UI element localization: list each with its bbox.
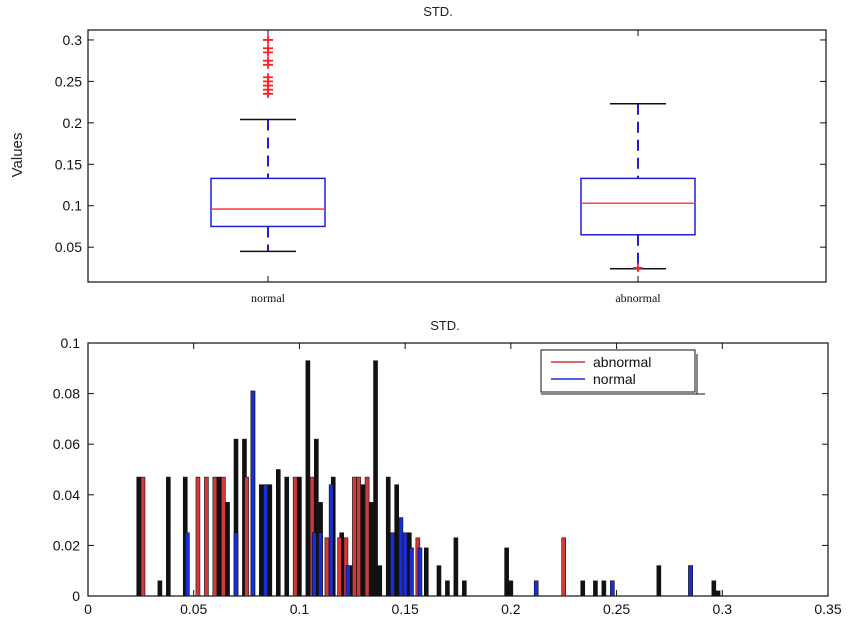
histogram-bar	[445, 580, 450, 597]
histogram-bar	[324, 537, 330, 597]
y-tick-label: 0.04	[53, 487, 80, 503]
boxplot-y-axis-label: Values	[9, 133, 26, 178]
box-normal	[210, 177, 326, 228]
x-tick-label: 0.35	[814, 601, 841, 617]
histogram-bar	[398, 517, 404, 597]
histogram-bar	[140, 476, 146, 597]
histogram-bar	[508, 580, 514, 597]
x-tick-label: 0.15	[392, 601, 419, 617]
box-abnormal	[580, 177, 696, 236]
category-label: normal	[251, 291, 286, 305]
histogram-bar	[364, 476, 370, 597]
y-tick-label: 0.1	[63, 198, 83, 214]
y-tick-label: 0.05	[55, 239, 82, 255]
histogram-bar	[244, 476, 249, 597]
histogram-bar	[601, 580, 607, 597]
histogram-bar	[610, 580, 615, 597]
y-tick-label: 0.02	[53, 537, 80, 553]
histogram-bar	[250, 390, 256, 597]
histogram-bar	[185, 532, 190, 597]
histogram-bar	[233, 532, 239, 597]
histogram-bar	[225, 502, 230, 597]
x-tick-label: 0.2	[501, 601, 521, 617]
histogram-bar	[409, 547, 414, 597]
y-tick-label: 0.15	[55, 156, 82, 172]
histogram-bar	[533, 580, 539, 597]
boxplot-chart: STD. Values 0.05 0.1 0.15 0.2 0.25 0.3 normal a…	[9, 4, 827, 305]
histogram-bar	[216, 476, 222, 597]
boxplot-title: STD.	[423, 4, 453, 19]
x-tick-label: 0.25	[603, 601, 630, 617]
legend-label-abnormal: abnormal	[593, 354, 651, 370]
histogram-bar	[275, 469, 281, 597]
outlier-marker	[263, 35, 273, 44]
histogram-bar	[711, 580, 717, 597]
histogram-bar	[337, 537, 342, 597]
histogram-bar	[263, 484, 268, 597]
histogram-bar	[221, 476, 226, 597]
histogram-bar	[352, 476, 357, 597]
legend-box	[540, 349, 696, 393]
outlier-marker	[633, 263, 643, 272]
x-tick-label: 0.3	[713, 601, 733, 617]
histogram-bar	[688, 565, 693, 597]
histogram-bar	[436, 565, 442, 597]
y-tick-label: 0.2	[63, 115, 83, 131]
legend-label-normal: normal	[593, 371, 636, 387]
x-tick-label: 0.1	[290, 601, 310, 617]
outlier-marker	[263, 73, 273, 82]
histogram-bar	[385, 476, 391, 597]
histogram-bar	[656, 565, 662, 597]
histogram-bar	[504, 547, 509, 597]
histogram-bar	[318, 532, 323, 597]
histogram-bar	[462, 580, 467, 597]
histogram-bar	[580, 580, 586, 597]
histogram-bar	[297, 476, 302, 597]
y-tick-label: 0.06	[53, 436, 80, 452]
histogram-bar	[345, 565, 351, 597]
histogram-bar	[715, 590, 721, 597]
histogram-chart: STD. 0 0.02 0.04 0.06 0.08 0.1 0 0.05 0.1 0.15 0.2…	[53, 318, 842, 617]
x-tick-label: 0	[84, 601, 92, 617]
y-tick-label: 0	[72, 588, 80, 604]
histogram-bar	[417, 547, 423, 597]
histogram-bar	[212, 476, 218, 597]
histogram-bar	[259, 484, 264, 597]
outlier-marker	[263, 44, 273, 53]
histogram-bar	[561, 537, 567, 597]
histogram-bar	[204, 476, 209, 597]
histogram-bar	[402, 532, 408, 597]
histogram-bar	[195, 476, 201, 597]
histogram-bar	[292, 476, 298, 597]
boxplot-plot-area	[87, 29, 827, 283]
histogram-bar	[356, 476, 361, 597]
histogram-bar	[369, 502, 374, 597]
histogram-bar	[311, 532, 317, 597]
histogram-bar	[360, 484, 366, 597]
histogram-bar	[373, 360, 378, 597]
histogram-bar	[284, 476, 290, 597]
y-tick-label: 0.3	[63, 32, 83, 48]
histogram-bar	[328, 484, 334, 597]
x-tick-label: 0.05	[180, 601, 207, 617]
histogram-bar	[390, 532, 395, 597]
y-tick-label: 0.25	[55, 73, 82, 89]
histogram-bar	[377, 565, 383, 597]
histogram-bar	[394, 484, 399, 597]
histogram-bar	[305, 360, 311, 597]
histogram-bar	[267, 484, 273, 597]
histogram-bar	[166, 476, 171, 597]
category-label: abnormal	[615, 291, 661, 305]
histogram-bar	[423, 547, 429, 597]
y-tick-label: 0.08	[53, 386, 80, 402]
histogram-bar	[593, 580, 598, 597]
outlier-marker	[263, 56, 273, 65]
histogram-title: STD.	[430, 318, 460, 333]
histogram-bar	[136, 476, 142, 597]
histogram-bar	[157, 580, 163, 597]
histogram-bar	[453, 537, 459, 597]
y-tick-label: 0.1	[61, 335, 81, 351]
